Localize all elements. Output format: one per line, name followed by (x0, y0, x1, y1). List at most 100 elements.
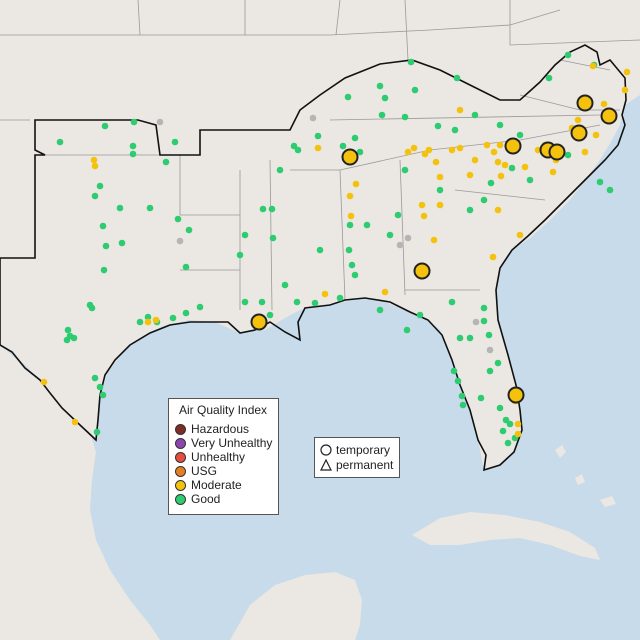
good-monitor[interactable] (466, 334, 474, 342)
moderate-monitor[interactable] (489, 253, 497, 261)
good-monitor[interactable] (506, 420, 514, 428)
good-monitor[interactable] (376, 306, 384, 314)
temporary-monitor[interactable] (570, 124, 588, 142)
good-monitor[interactable] (596, 178, 604, 186)
good-monitor[interactable] (454, 377, 462, 385)
moderate-monitor[interactable] (514, 430, 522, 438)
moderate-monitor[interactable] (581, 148, 589, 156)
good-monitor[interactable] (196, 303, 204, 311)
moderate-monitor[interactable] (549, 168, 557, 176)
moderate-monitor[interactable] (321, 290, 329, 298)
good-monitor[interactable] (182, 309, 190, 317)
good-monitor[interactable] (64, 326, 72, 334)
moderate-monitor[interactable] (496, 141, 504, 149)
good-monitor[interactable] (516, 131, 524, 139)
no-data-monitor[interactable] (156, 118, 164, 126)
moderate-monitor[interactable] (381, 288, 389, 296)
moderate-monitor[interactable] (144, 318, 152, 326)
moderate-monitor[interactable] (534, 146, 542, 154)
moderate-monitor[interactable] (490, 148, 498, 156)
good-monitor[interactable] (174, 215, 182, 223)
good-monitor[interactable] (316, 246, 324, 254)
no-data-monitor[interactable] (176, 237, 184, 245)
good-monitor[interactable] (130, 118, 138, 126)
good-monitor[interactable] (436, 186, 444, 194)
good-monitor[interactable] (459, 401, 467, 409)
good-monitor[interactable] (448, 298, 456, 306)
good-monitor[interactable] (356, 148, 364, 156)
good-monitor[interactable] (169, 314, 177, 322)
moderate-monitor[interactable] (352, 180, 360, 188)
moderate-monitor[interactable] (347, 212, 355, 220)
good-monitor[interactable] (96, 383, 104, 391)
moderate-monitor[interactable] (574, 116, 582, 124)
moderate-monitor[interactable] (521, 163, 529, 171)
good-monitor[interactable] (477, 394, 485, 402)
moderate-monitor[interactable] (346, 192, 354, 200)
moderate-monitor[interactable] (314, 144, 322, 152)
moderate-monitor[interactable] (40, 378, 48, 386)
no-data-monitor[interactable] (404, 234, 412, 242)
moderate-monitor[interactable] (589, 62, 597, 70)
good-monitor[interactable] (344, 93, 352, 101)
good-monitor[interactable] (496, 404, 504, 412)
temporary-monitor[interactable] (576, 94, 594, 112)
good-monitor[interactable] (100, 266, 108, 274)
moderate-monitor[interactable] (497, 172, 505, 180)
good-monitor[interactable] (99, 222, 107, 230)
good-monitor[interactable] (376, 82, 384, 90)
good-monitor[interactable] (351, 134, 359, 142)
good-monitor[interactable] (345, 246, 353, 254)
good-monitor[interactable] (241, 231, 249, 239)
good-monitor[interactable] (411, 86, 419, 94)
good-monitor[interactable] (416, 311, 424, 319)
good-monitor[interactable] (116, 204, 124, 212)
no-data-monitor[interactable] (309, 114, 317, 122)
good-monitor[interactable] (494, 359, 502, 367)
good-monitor[interactable] (504, 439, 512, 447)
good-monitor[interactable] (102, 242, 110, 250)
moderate-monitor[interactable] (71, 418, 79, 426)
moderate-monitor[interactable] (436, 201, 444, 209)
good-monitor[interactable] (99, 391, 107, 399)
good-monitor[interactable] (451, 126, 459, 134)
no-data-monitor[interactable] (486, 346, 494, 354)
good-monitor[interactable] (458, 392, 466, 400)
no-data-monitor[interactable] (396, 241, 404, 249)
good-monitor[interactable] (564, 51, 572, 59)
moderate-monitor[interactable] (483, 141, 491, 149)
good-monitor[interactable] (281, 281, 289, 289)
temporary-monitor[interactable] (250, 313, 268, 331)
good-monitor[interactable] (314, 132, 322, 140)
moderate-monitor[interactable] (404, 148, 412, 156)
good-monitor[interactable] (241, 298, 249, 306)
moderate-monitor[interactable] (91, 162, 99, 170)
good-monitor[interactable] (101, 122, 109, 130)
good-monitor[interactable] (394, 211, 402, 219)
good-monitor[interactable] (471, 111, 479, 119)
good-monitor[interactable] (480, 304, 488, 312)
good-monitor[interactable] (268, 205, 276, 213)
good-monitor[interactable] (487, 179, 495, 187)
good-monitor[interactable] (236, 251, 244, 259)
moderate-monitor[interactable] (418, 201, 426, 209)
good-monitor[interactable] (311, 299, 319, 307)
moderate-monitor[interactable] (152, 316, 160, 324)
good-monitor[interactable] (480, 196, 488, 204)
good-monitor[interactable] (363, 221, 371, 229)
good-monitor[interactable] (453, 74, 461, 82)
moderate-monitor[interactable] (514, 420, 522, 428)
temporary-monitor[interactable] (504, 137, 522, 155)
good-monitor[interactable] (346, 221, 354, 229)
good-monitor[interactable] (434, 122, 442, 130)
good-monitor[interactable] (502, 416, 510, 424)
good-monitor[interactable] (485, 331, 493, 339)
good-monitor[interactable] (450, 367, 458, 375)
temporary-monitor[interactable] (600, 107, 618, 125)
good-monitor[interactable] (401, 113, 409, 121)
good-monitor[interactable] (171, 138, 179, 146)
moderate-monitor[interactable] (501, 161, 509, 169)
temporary-monitor[interactable] (507, 386, 525, 404)
good-monitor[interactable] (381, 94, 389, 102)
good-monitor[interactable] (129, 150, 137, 158)
